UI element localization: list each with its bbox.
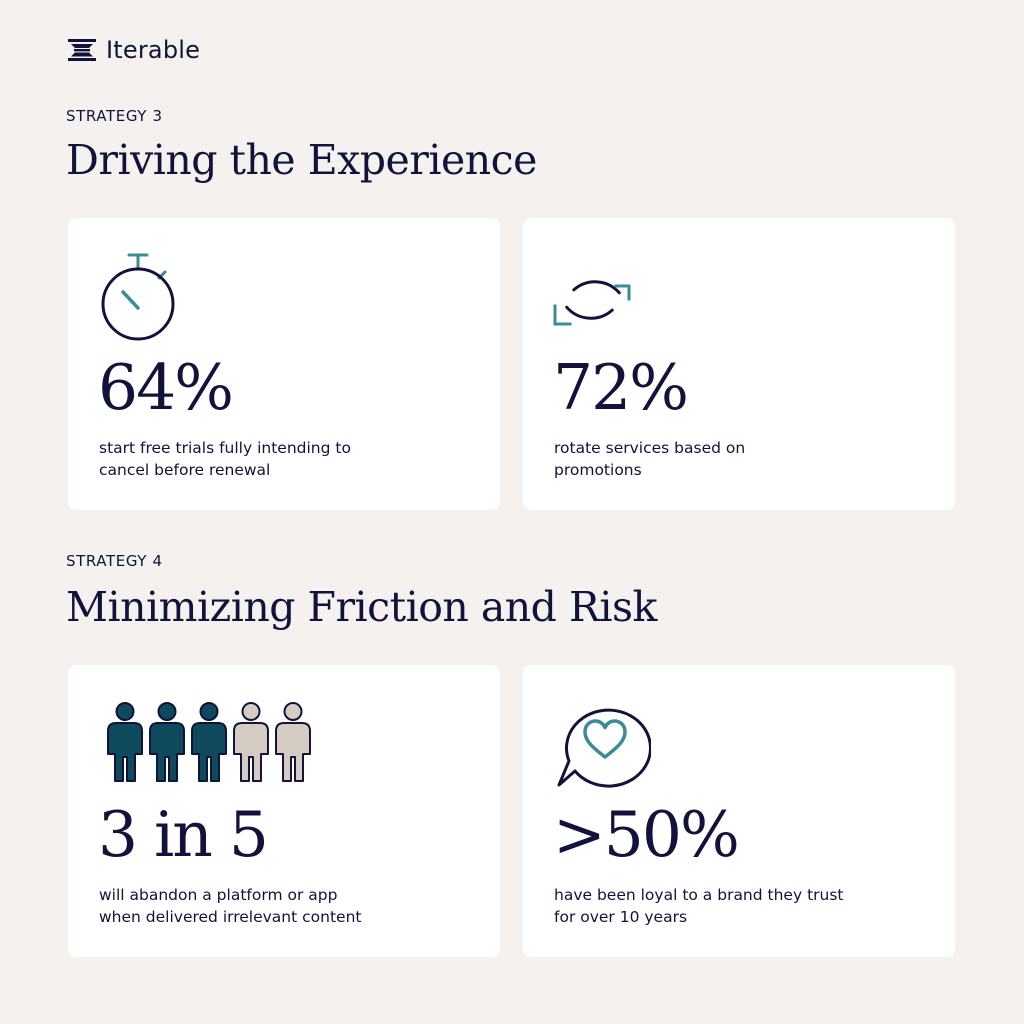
person-icon-highlighted — [107, 702, 143, 782]
stat-card-brand-loyalty: >50% have been loyal to a brand they tru… — [523, 665, 955, 957]
person-icon-muted — [233, 702, 269, 782]
heart-speech-bubble-icon — [557, 708, 651, 788]
stopwatch-icon — [101, 253, 175, 341]
stat-card-rotate-services: 72% rotate services based on promotions — [523, 218, 955, 510]
person-icon-highlighted — [149, 702, 185, 782]
stat-description-line-2: cancel before renewal — [99, 461, 271, 479]
stat-description-line-1: rotate services based on — [554, 439, 746, 457]
stat-description-line-1: start free trials fully intending to — [99, 439, 351, 457]
person-icon-highlighted — [191, 702, 227, 782]
stat-card-free-trials: 64% start free trials fully intending to… — [68, 218, 500, 510]
strategy-3-title: Driving the Experience — [66, 136, 537, 184]
stat-value: 72% — [553, 351, 689, 424]
iterable-logo-icon — [68, 39, 96, 61]
stat-description-line-2: for over 10 years — [554, 908, 688, 926]
stat-description: rotate services based on promotions — [554, 437, 914, 481]
stat-description-line-2: promotions — [554, 461, 642, 479]
stat-description: will abandon a platform or app when deli… — [99, 884, 459, 928]
people-ratio-icon — [107, 702, 311, 782]
stat-card-abandon-platform: 3 in 5 will abandon a platform or app wh… — [68, 665, 500, 957]
stat-value: 3 in 5 — [98, 798, 269, 871]
strategy-3-eyebrow: STRATEGY 3 — [66, 107, 163, 125]
stat-value: 64% — [98, 351, 234, 424]
person-icon-muted — [275, 702, 311, 782]
stat-description-line-2: when delivered irrelevant content — [99, 908, 362, 926]
stat-description-line-1: have been loyal to a brand they trust — [554, 886, 844, 904]
strategy-4-eyebrow: STRATEGY 4 — [66, 552, 163, 570]
brand-logo: Iterable — [68, 34, 200, 66]
brand-name: Iterable — [106, 36, 201, 64]
strategy-4-title: Minimizing Friction and Risk — [66, 583, 657, 631]
stat-description: start free trials fully intending to can… — [99, 437, 459, 481]
stat-description-line-1: will abandon a platform or app — [99, 886, 338, 904]
stat-value: >50% — [553, 798, 740, 871]
refresh-cycle-icon — [553, 280, 631, 326]
stat-description: have been loyal to a brand they trust fo… — [554, 884, 914, 928]
